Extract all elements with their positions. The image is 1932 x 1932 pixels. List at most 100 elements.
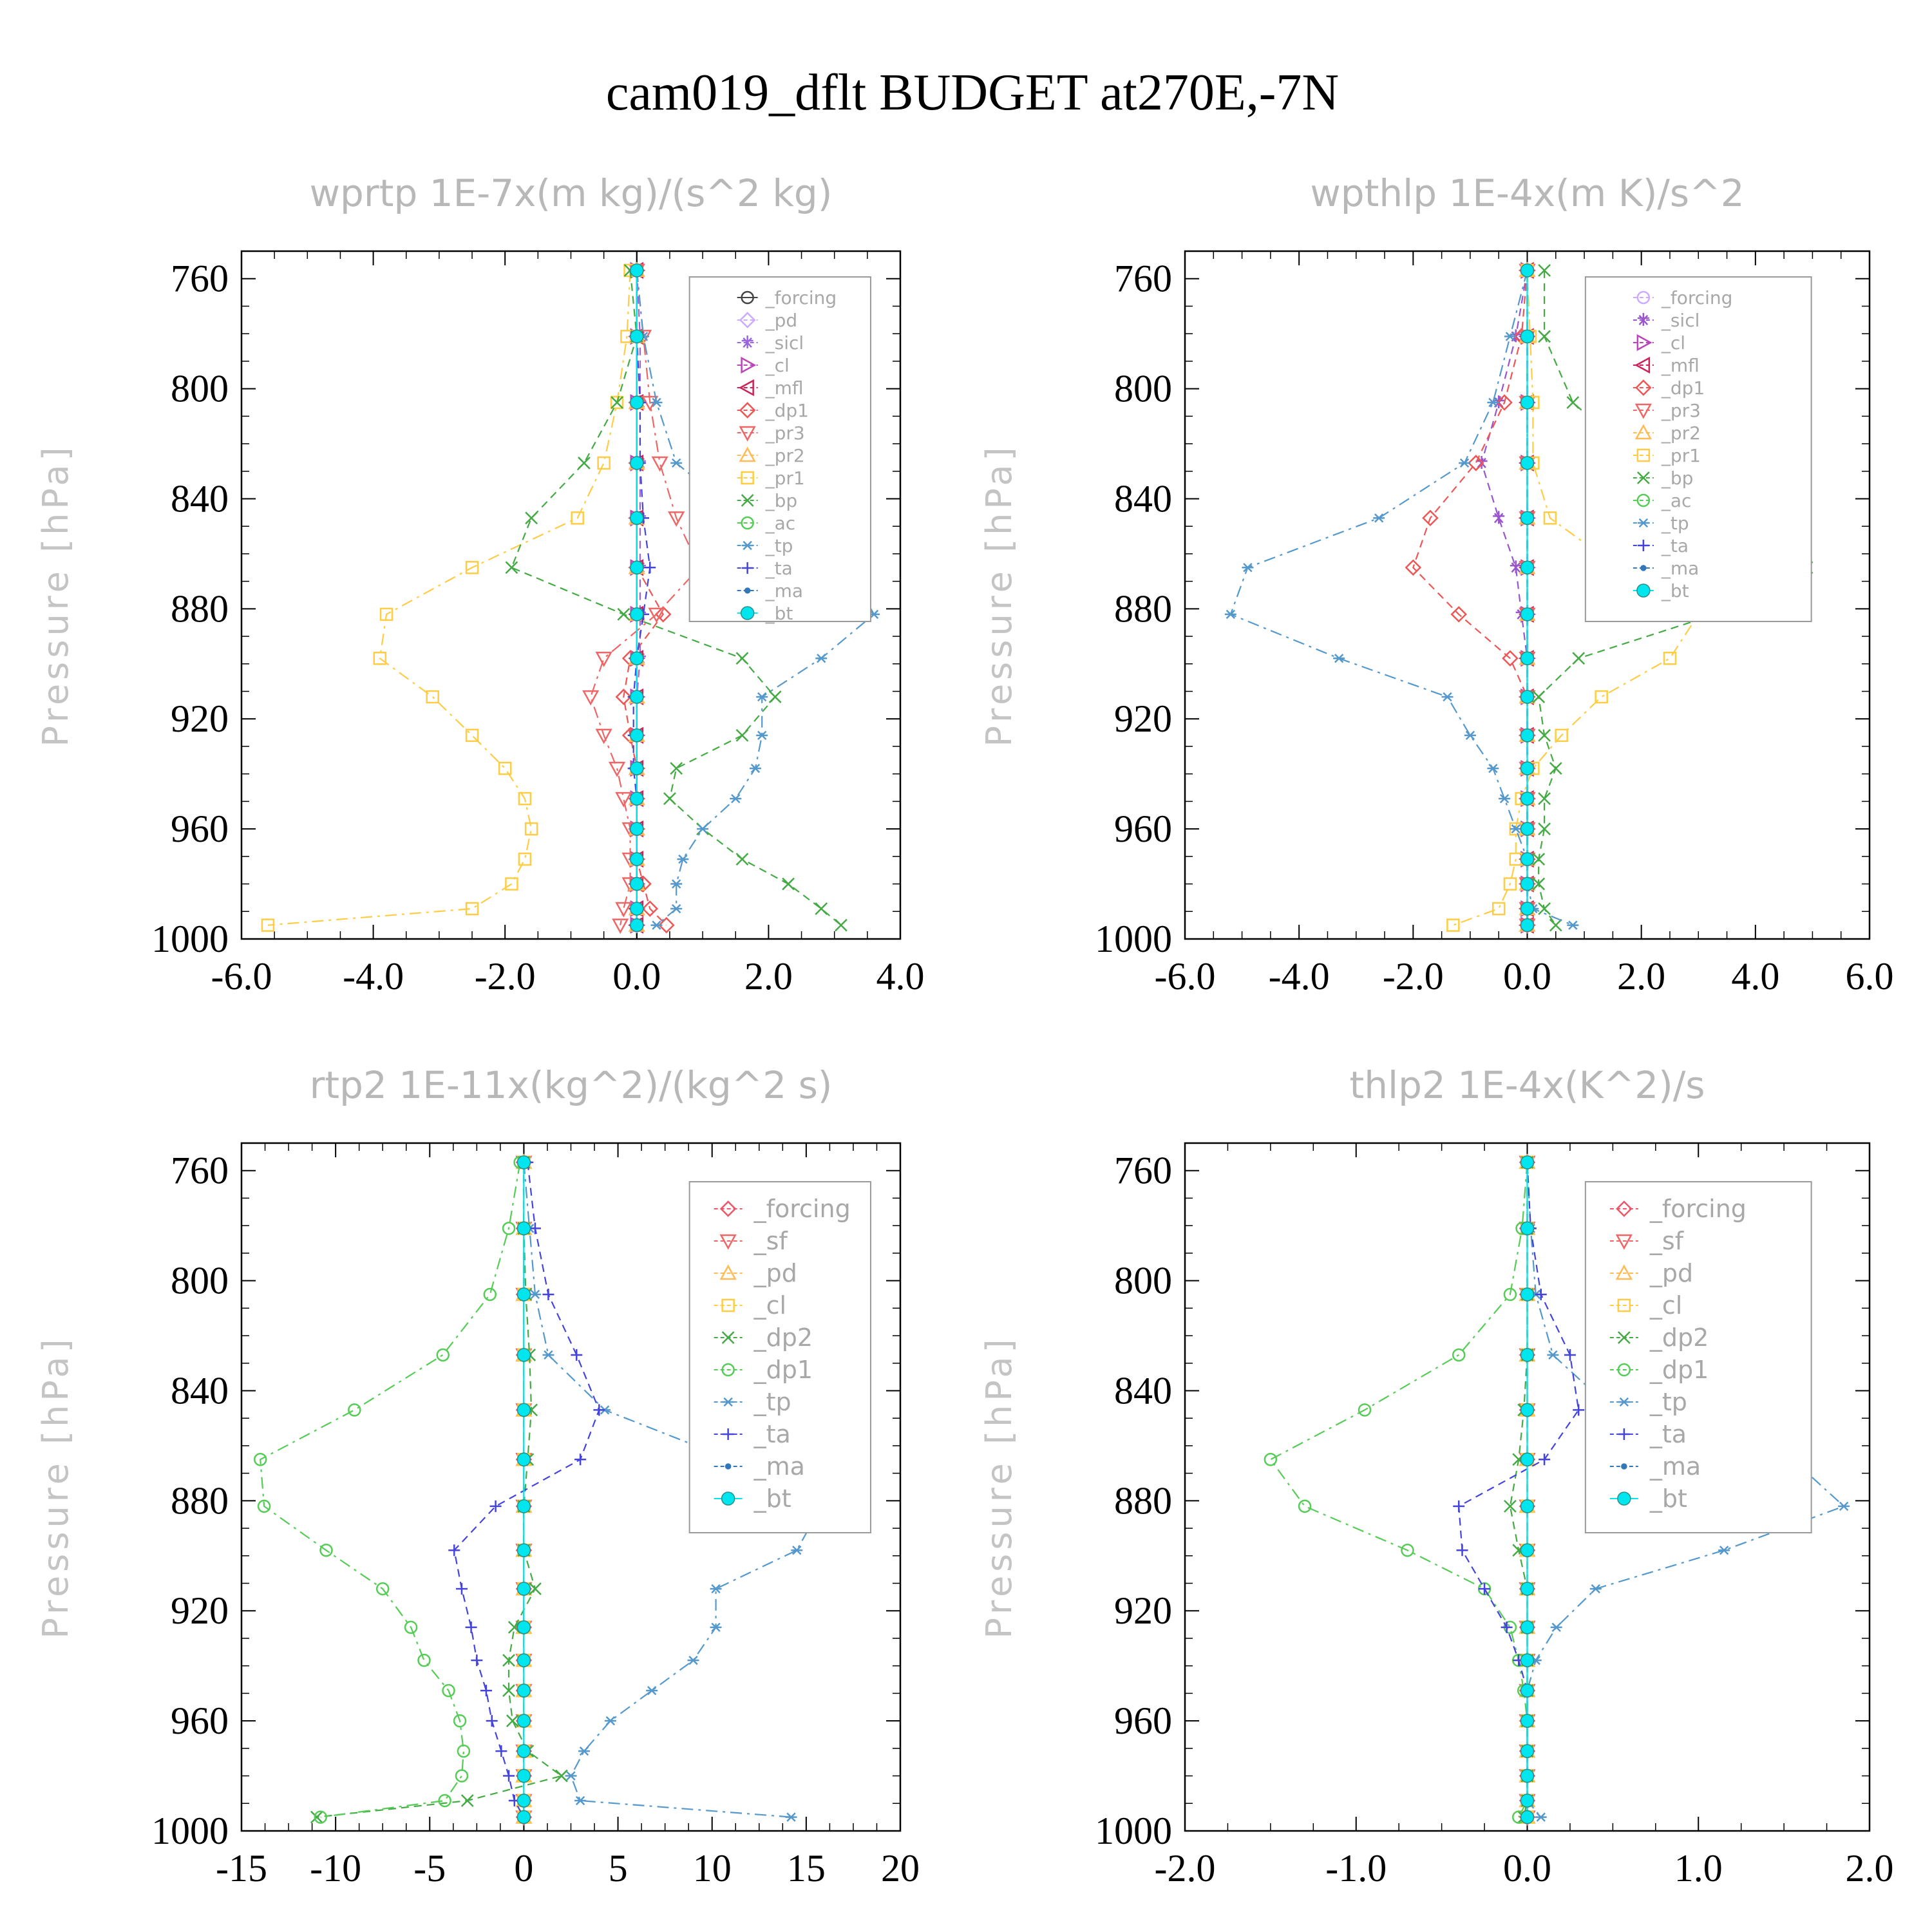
data-point	[670, 879, 683, 889]
legend-marker	[1617, 1363, 1631, 1377]
data-point	[1520, 560, 1535, 575]
data-point	[1589, 1584, 1602, 1594]
data-point	[1573, 1404, 1585, 1416]
legend-entry: _pd	[1609, 1259, 1693, 1287]
data-point	[615, 791, 632, 808]
data-point	[595, 652, 612, 667]
data-point	[1520, 918, 1535, 933]
legend-entry: _tp	[1609, 1388, 1687, 1416]
data-point	[1663, 652, 1677, 665]
data-point	[1538, 792, 1551, 806]
data-point	[1520, 852, 1535, 866]
data-point	[1503, 1287, 1517, 1302]
data-point	[529, 1582, 542, 1595]
data-point	[442, 1683, 455, 1698]
data-point	[630, 852, 644, 866]
data-point	[516, 1452, 531, 1467]
data-point	[1539, 1454, 1551, 1466]
x-tick-label: -4.0	[343, 955, 404, 998]
data-point	[670, 762, 683, 775]
data-point	[373, 652, 387, 665]
x-tick-label: -2.0	[1383, 955, 1444, 998]
y-tick-label: 960	[171, 1700, 229, 1742]
y-tick-label: 760	[1114, 1150, 1172, 1192]
legend-label: _ma	[765, 580, 803, 601]
data-point	[612, 918, 629, 934]
data-point	[630, 607, 644, 621]
legend-entry: _ma	[1609, 1452, 1701, 1481]
legend-label: _ma	[1649, 1452, 1701, 1481]
legend-entry: _bt	[714, 1484, 791, 1513]
data-point	[658, 916, 675, 934]
panels: wprtp 1E-7x(m kg)/(s^2 kg) Pressure [hPa]…	[35, 171, 1894, 1889]
y-tick-label: 800	[1114, 1260, 1172, 1302]
data-point	[1446, 918, 1460, 932]
legend-marker	[739, 379, 754, 397]
data-point	[650, 920, 663, 930]
series-group	[1264, 1153, 1850, 1826]
data-point	[1532, 877, 1546, 891]
data-point	[630, 761, 644, 775]
legend-label: _forcing	[1661, 287, 1733, 308]
legend-label: _tp	[753, 1388, 791, 1416]
legend-label: _mfl	[765, 377, 804, 399]
legend-marker	[722, 1397, 734, 1407]
y-tick-label: 880	[171, 1479, 229, 1522]
data-point	[578, 1746, 590, 1756]
data-point	[1264, 1453, 1278, 1466]
legend-label: _ma	[1661, 558, 1699, 579]
data-point	[465, 1621, 477, 1633]
data-point	[1718, 1546, 1730, 1555]
series-line	[1452, 270, 1700, 926]
data-point	[1499, 793, 1511, 804]
data-point	[516, 1683, 531, 1698]
legend-marker	[741, 356, 757, 374]
data-point	[489, 1500, 502, 1512]
legend-marker	[741, 516, 754, 530]
legend-label: _pr2	[765, 445, 805, 466]
data-point	[630, 791, 644, 806]
legend-entry: _ma	[714, 1452, 805, 1481]
x-tick-label: 2.0	[744, 955, 793, 998]
data-point	[1520, 902, 1535, 916]
data-point	[465, 561, 479, 574]
legend-label: _ta	[765, 558, 793, 579]
y-tick-label: 840	[171, 1369, 229, 1412]
data-point	[1538, 822, 1551, 836]
y-tick-label: 840	[1114, 1369, 1172, 1412]
data-point	[697, 824, 709, 834]
data-point	[1538, 330, 1551, 343]
legend-marker	[1617, 1298, 1631, 1312]
legend-box	[1584, 1181, 1812, 1533]
data-point	[815, 654, 828, 663]
data-point	[1520, 1452, 1535, 1467]
y-tick-label: 840	[1114, 477, 1172, 520]
data-point	[1520, 1155, 1535, 1170]
legend-marker	[1635, 379, 1652, 396]
legend-entry: _sicl	[737, 332, 804, 354]
legend-marker	[739, 426, 756, 442]
data-point	[516, 1582, 531, 1596]
series-group	[253, 1153, 828, 1826]
legend-label: _cl	[753, 1291, 786, 1320]
data-point	[670, 458, 683, 468]
data-point	[756, 730, 768, 741]
y-tick-label: 960	[1114, 1700, 1172, 1742]
data-point	[1520, 761, 1535, 775]
legend-entry: _ma	[1633, 558, 1699, 579]
legend-entry: _mfl	[737, 377, 804, 399]
legend-marker	[1621, 1463, 1627, 1470]
legend-label: _pr1	[765, 468, 805, 489]
x-tick-label: 15	[787, 1847, 826, 1889]
data-point	[542, 1350, 554, 1360]
data-point	[608, 761, 626, 777]
data-point	[261, 918, 275, 932]
data-point	[465, 902, 479, 916]
legend-label: _bt	[753, 1484, 791, 1513]
legend-label: _ac	[1661, 490, 1692, 511]
data-point	[379, 607, 393, 621]
legend-marker	[719, 1200, 737, 1217]
data-point	[630, 456, 644, 470]
data-point	[516, 1768, 531, 1783]
data-point	[670, 904, 683, 914]
